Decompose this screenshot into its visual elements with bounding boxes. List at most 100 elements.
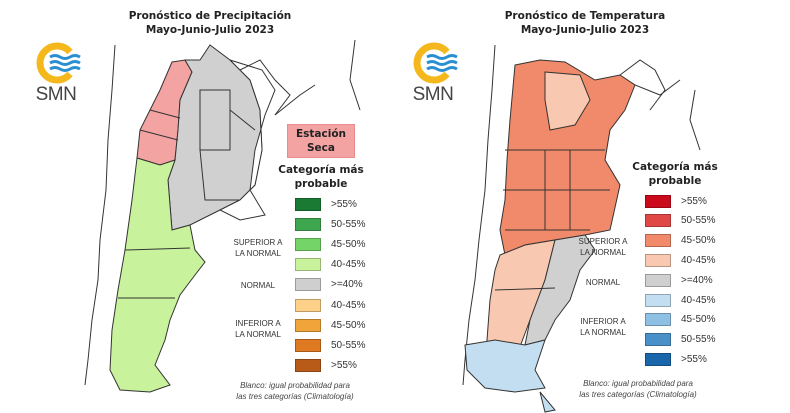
legend-swatch	[645, 293, 671, 307]
title-line-2: Mayo-Junio-Julio 2023	[520, 24, 650, 36]
legend-item: 45-50%	[645, 313, 715, 327]
legend-label: 40-45%	[681, 254, 716, 266]
legend-swatch	[645, 253, 671, 267]
legend-title-line-2: probable	[294, 178, 348, 190]
legend-swatch	[295, 278, 321, 292]
legend-label: >=40%	[331, 279, 363, 291]
legend-item: 45-50%	[295, 318, 365, 332]
legend-item: >55%	[645, 194, 707, 208]
smn-sun-wave-icon	[36, 42, 81, 84]
temperature-legend-title: Categoría más probable	[620, 160, 730, 188]
legend-item: 50-55%	[645, 333, 715, 347]
legend-item: >=40%	[295, 278, 363, 292]
dry-season-line-1: Estación	[295, 128, 347, 140]
legend-swatch	[645, 194, 671, 208]
legend-swatch	[295, 197, 321, 211]
climatology-note: Blanco: igual probabilidad para las tres…	[553, 378, 723, 400]
title-line-2: Mayo-Junio-Julio 2023	[145, 24, 275, 36]
note-line-1: Blanco: igual probabilidad para	[583, 379, 693, 388]
legend-label: 40-45%	[331, 299, 366, 311]
legend-label: >55%	[331, 198, 357, 210]
category-normal: NORMAL	[585, 278, 621, 287]
legend-item: >=40%	[645, 273, 713, 287]
legend-title-line-1: Categoría más	[632, 161, 718, 173]
region-below-normal	[464, 339, 546, 393]
legend-swatch	[645, 313, 671, 327]
legend-label: >55%	[331, 360, 357, 372]
region-above-normal-40-45-north	[544, 71, 591, 131]
precipitation-panel: Pronóstico de Precipitación Mayo-Junio-J…	[26, 9, 380, 402]
category-below-normal: INFERIOR A LA NORMAL	[563, 316, 643, 338]
legend-item: 45-50%	[645, 234, 715, 248]
category-above-line-2: LA NORMAL	[235, 249, 281, 258]
legend-swatch	[295, 298, 321, 312]
legend-label: 50-55%	[681, 215, 716, 227]
category-below-line-1: INFERIOR A	[235, 319, 281, 328]
title-line-1: Pronóstico de Temperatura	[504, 10, 666, 22]
legend-label: 50-55%	[331, 339, 366, 351]
legend-swatch	[295, 318, 321, 332]
note-line-1: Blanco: igual probabilidad para	[240, 381, 350, 390]
legend-label: 40-45%	[331, 259, 366, 271]
legend-label: 45-50%	[331, 319, 366, 331]
legend-swatch	[295, 338, 321, 352]
legend-swatch	[645, 333, 671, 347]
chile-outline	[84, 44, 116, 386]
legend-item: 40-45%	[645, 293, 715, 307]
legend-item: 50-55%	[645, 214, 715, 228]
category-normal: NORMAL	[240, 281, 276, 290]
smn-sun-wave-icon	[413, 42, 458, 84]
legend-swatch	[645, 214, 671, 228]
note-line-2: las tres categorías (Climatología)	[236, 392, 354, 401]
smn-logo-text: SMN	[35, 84, 77, 105]
temperature-map	[462, 44, 701, 413]
dry-season-line-2: Seca	[307, 142, 335, 154]
legend-item: 45-50%	[295, 237, 365, 251]
legend-label: >55%	[681, 353, 707, 365]
legend-swatch	[295, 237, 321, 251]
legend-swatch	[295, 258, 321, 272]
category-above-normal: SUPERIOR A LA NORMAL	[218, 237, 298, 259]
legend-item: >55%	[295, 197, 357, 211]
legend-label: 50-55%	[331, 218, 366, 230]
legend-swatch	[295, 359, 321, 373]
dry-season-badge: Estación Seca	[287, 124, 355, 158]
smn-logo-text: SMN	[412, 84, 454, 105]
region-above-normal-45-50	[499, 59, 636, 256]
region-normal	[524, 234, 596, 346]
legend-item: 50-55%	[295, 338, 365, 352]
title-line-1: Pronóstico de Precipitación	[128, 10, 292, 22]
legend-title-line-1: Categoría más	[278, 164, 364, 176]
category-below-line-1: INFERIOR A	[580, 317, 626, 326]
precipitation-map	[84, 39, 361, 393]
legend-item: 50-55%	[295, 217, 365, 231]
precipitation-legend-title: Categoría más probable	[266, 163, 376, 191]
smn-logo: SMN	[403, 40, 463, 110]
legend-label: 40-45%	[681, 294, 716, 306]
legend-swatch	[645, 352, 671, 366]
region-climatology-east	[218, 59, 276, 221]
temperature-title: Pronóstico de Temperatura Mayo-Junio-Jul…	[455, 9, 715, 37]
legend-item: >55%	[295, 359, 357, 373]
smn-logo: SMN	[26, 40, 86, 110]
legend-label: 45-50%	[681, 235, 716, 247]
legend-item: 40-45%	[645, 253, 715, 267]
precipitation-title: Pronóstico de Precipitación Mayo-Junio-J…	[80, 9, 340, 37]
category-below-line-2: LA NORMAL	[580, 328, 626, 337]
region-above-normal	[109, 157, 206, 393]
climatology-note: Blanco: igual probabilidad para las tres…	[210, 380, 380, 402]
legend-item: >55%	[645, 352, 707, 366]
legend-label: 45-50%	[681, 314, 716, 326]
legend-label: >55%	[681, 195, 707, 207]
temperature-panel: Pronóstico de Temperatura Mayo-Junio-Jul…	[395, 0, 790, 413]
legend-item: 40-45%	[295, 258, 365, 272]
note-line-2: las tres categorías (Climatología)	[579, 390, 697, 399]
legend-label: 50-55%	[681, 334, 716, 346]
legend-label: 45-50%	[331, 238, 366, 250]
category-above-line-1: SUPERIOR A	[578, 237, 628, 246]
category-below-line-2: LA NORMAL	[235, 330, 281, 339]
legend-item: 40-45%	[295, 298, 365, 312]
legend-swatch	[645, 273, 671, 287]
legend-title-line-2: probable	[648, 175, 702, 187]
category-above-line-2: LA NORMAL	[580, 248, 626, 257]
